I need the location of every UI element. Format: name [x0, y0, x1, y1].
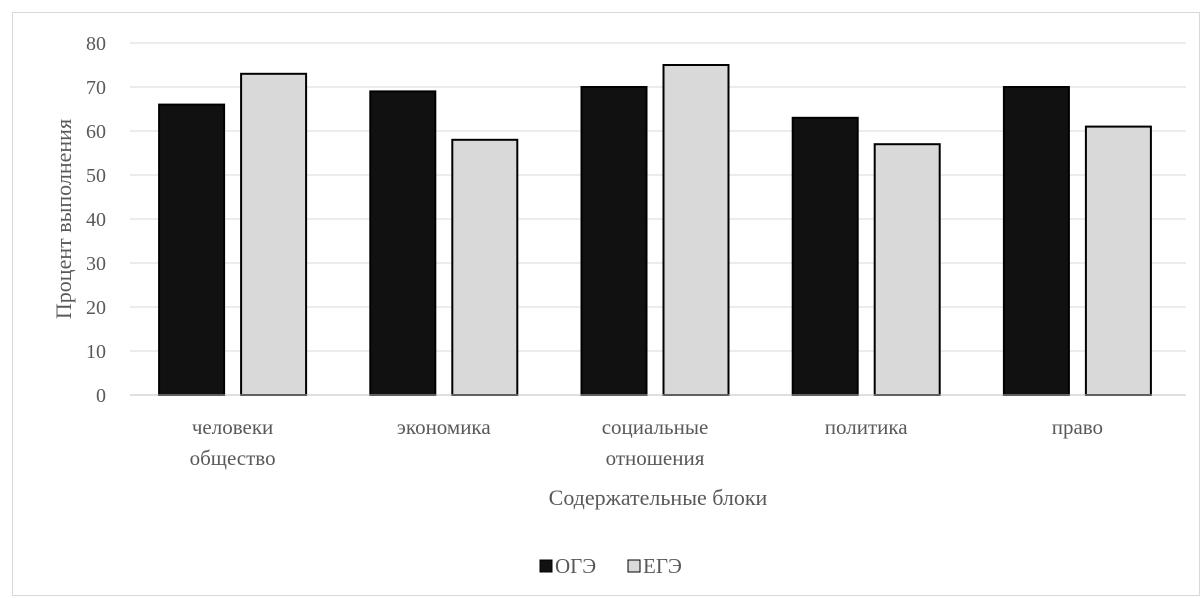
bar-oge	[791, 116, 859, 397]
legend: ОГЭ ЕГЭ	[539, 554, 682, 578]
x-category-label: человеки общество	[190, 415, 276, 470]
x-category-label-line: отношения	[606, 446, 705, 470]
x-category-label: право	[1052, 415, 1103, 439]
bar-ege	[873, 143, 941, 396]
y-tick-label: 60	[86, 121, 106, 143]
x-axis-title: Содержательные блоки	[549, 485, 768, 510]
y-axis-title: Процент выполнения	[51, 119, 76, 319]
y-tick-label: 0	[96, 385, 106, 407]
y-tick-label: 70	[86, 77, 106, 99]
x-category-label: социальные отношения	[602, 415, 709, 470]
y-tick-label: 80	[86, 33, 106, 55]
x-category-label-line: общество	[190, 446, 276, 470]
y-tick-label: 10	[86, 341, 106, 363]
x-category-label-line: политика	[825, 415, 908, 439]
y-tick-label: 30	[86, 253, 106, 275]
legend-swatch	[539, 559, 553, 573]
y-axis-ticks: 0 10 20 30 40 50 60 70 80	[86, 33, 106, 407]
bar-ege	[662, 64, 730, 396]
bar-ege	[240, 72, 308, 397]
y-tick-label: 40	[86, 209, 106, 231]
x-category-label: экономика	[397, 415, 491, 439]
x-category-label-line: экономика	[397, 415, 491, 439]
x-category-label-line: социальные	[602, 415, 709, 439]
y-tick-label: 50	[86, 165, 106, 187]
y-tick-label: 20	[86, 297, 106, 319]
legend-label: ОГЭ	[555, 554, 596, 578]
bar-oge	[158, 103, 226, 396]
x-category-label: политика	[825, 415, 908, 439]
bar-oge	[369, 90, 437, 397]
bars	[158, 64, 1152, 397]
bar-ege	[451, 138, 519, 396]
legend-label: ЕГЭ	[643, 554, 682, 578]
x-category-label-line: право	[1052, 415, 1103, 439]
bar-oge	[580, 86, 648, 396]
x-category-label-line: человеки	[192, 415, 273, 439]
bar-oge	[1002, 86, 1070, 396]
x-axis-categories: человеки общество экономика социальные отнош…	[190, 415, 1103, 470]
bar-ege	[1084, 125, 1152, 396]
legend-swatch	[627, 559, 641, 573]
